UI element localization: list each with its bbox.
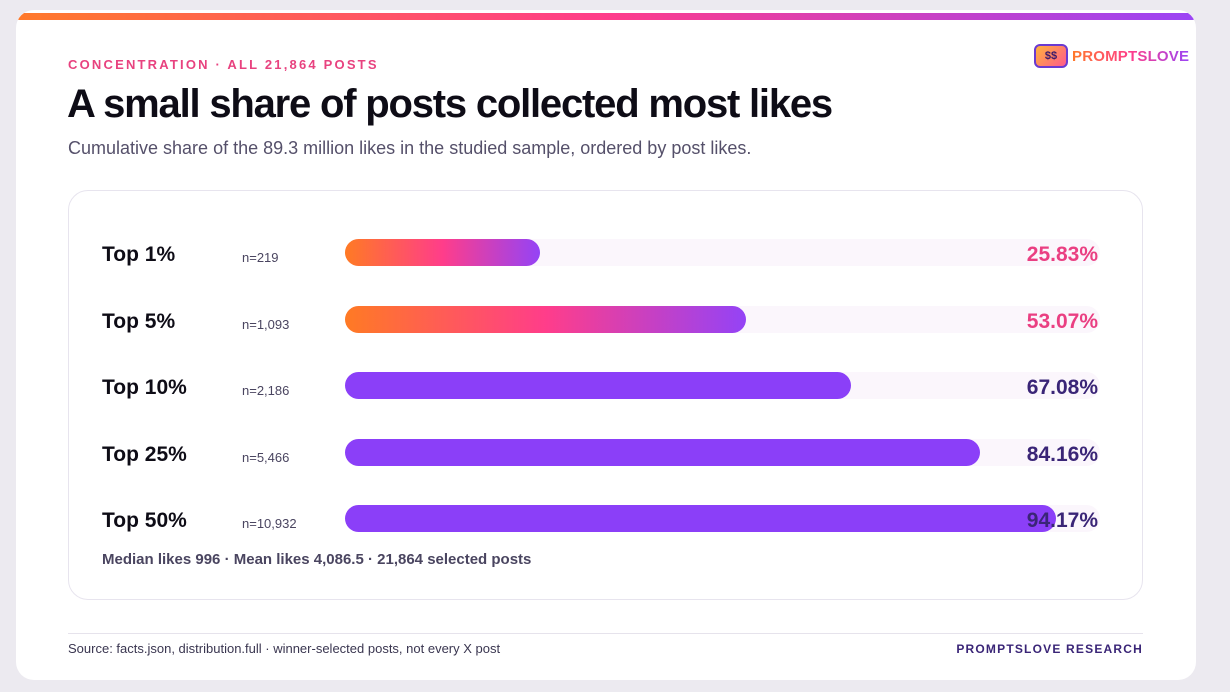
chart-card: CONCENTRATION · ALL 21,864 POSTS A small…	[16, 10, 1196, 680]
category-label: Top 10%	[102, 376, 187, 399]
bar-track	[345, 372, 1100, 399]
chart-panel: Top 1% n=219 25.83% Top 5% n=1,093 53.07% Top …	[68, 190, 1143, 600]
bar-row: Top 5% n=1,093 53.07%	[69, 303, 1142, 343]
value-label: 84.16%	[1026, 442, 1098, 466]
chart-title: A small share of posts collected most li…	[67, 82, 833, 126]
footer-credit: PROMPTSLOVE RESEARCH	[956, 642, 1143, 656]
bar	[345, 438, 981, 466]
count-label: n=5,466	[242, 449, 290, 465]
bar-row: Top 50% n=10,932 94.17%	[69, 502, 1142, 542]
bar-row: Top 10% n=2,186 67.08%	[69, 369, 1142, 409]
bar	[345, 372, 852, 399]
bar-track	[345, 239, 1100, 266]
logo-robot-icon: $$	[1034, 44, 1068, 68]
bar-track	[345, 505, 1100, 532]
eyebrow-label: CONCENTRATION · ALL 21,864 POSTS	[68, 57, 379, 72]
count-label: n=219	[242, 250, 279, 265]
bar	[345, 239, 541, 266]
bar-track	[345, 438, 1100, 466]
count-label: n=2,186	[242, 383, 290, 398]
count-label: n=1,093	[242, 316, 290, 332]
count-label: n=10,932	[242, 516, 297, 531]
value-label: 25.83%	[1026, 243, 1098, 266]
bar-row: Top 1% n=219 25.83%	[69, 236, 1142, 276]
top-gradient-stripe	[16, 13, 1196, 20]
footer-divider	[68, 633, 1143, 634]
source-note: Source: facts.json, distribution.full · …	[68, 641, 501, 656]
value-label: 53.07%	[1026, 309, 1098, 333]
bar	[345, 505, 1056, 532]
bar	[345, 305, 746, 333]
category-label: Top 25%	[102, 442, 187, 466]
category-label: Top 50%	[102, 509, 187, 532]
value-label: 67.08%	[1026, 376, 1098, 399]
bar-track	[345, 305, 1100, 333]
chart-subtitle: Cumulative share of the 89.3 million lik…	[68, 138, 752, 158]
category-label: Top 5%	[102, 309, 176, 333]
value-label: 94.17%	[1026, 509, 1098, 532]
summary-stats: Median likes 996 · Mean likes 4,086.5 · …	[102, 551, 532, 568]
category-label: Top 1%	[102, 243, 176, 266]
brand-logo: $$ PROMPTSLOVE	[1034, 44, 1189, 68]
brand-name: PROMPTSLOVE	[1072, 47, 1190, 65]
bar-row: Top 25% n=5,466 84.16%	[69, 436, 1142, 476]
